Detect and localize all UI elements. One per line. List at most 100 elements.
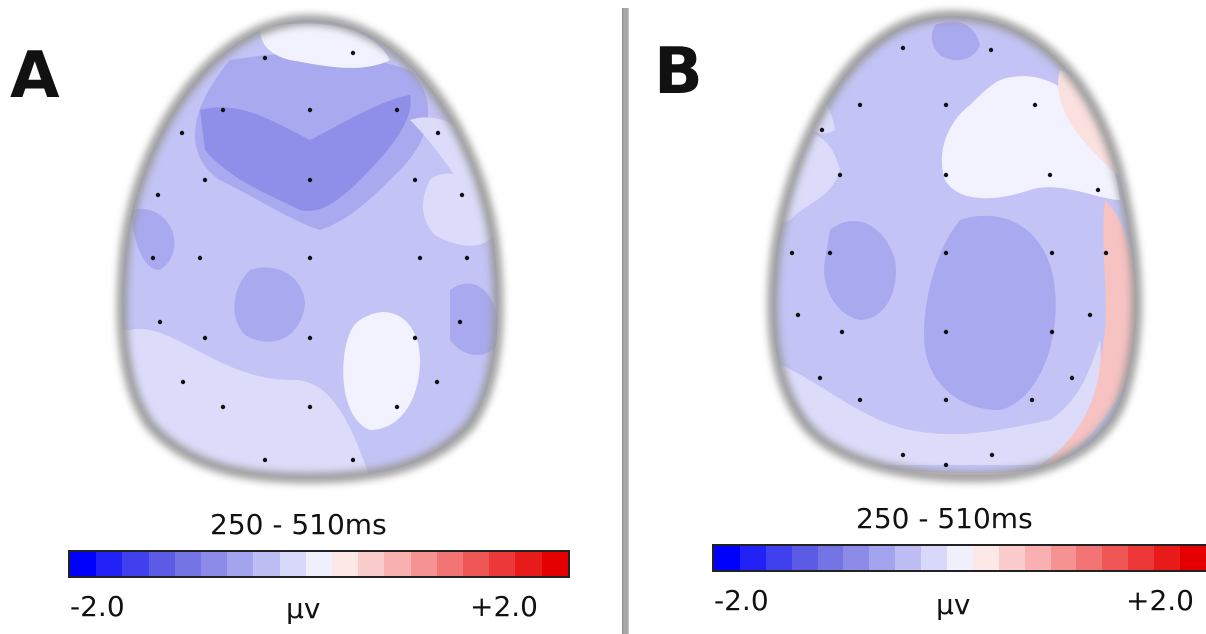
electrode-dot	[155, 192, 161, 198]
electrode-dot	[157, 319, 163, 325]
electrode-dot	[179, 130, 185, 136]
color-scale-step	[70, 552, 97, 576]
map-level-dark	[234, 267, 305, 342]
time-window-label: 250 - 510ms	[856, 502, 1033, 535]
map-level-mid	[130, 208, 175, 270]
electrode-dot	[1103, 250, 1109, 256]
electrode-dot	[789, 250, 795, 256]
color-scale-step	[174, 552, 202, 576]
scalp-topography-map	[767, 10, 1142, 482]
electrode-dot	[1049, 250, 1055, 256]
color-scale-step	[843, 546, 870, 570]
color-scale-step	[1102, 546, 1129, 570]
electrode-dot	[459, 192, 465, 198]
electrode-dot	[795, 312, 801, 318]
topomap-panel-b: B	[632, 0, 1206, 634]
electrode-dot	[900, 45, 906, 51]
panel-letter: A	[10, 39, 60, 113]
color-scale-step	[332, 552, 359, 576]
electrode-dot	[1069, 375, 1075, 381]
color-scale-step	[148, 552, 175, 576]
scale-max-label: +2.0	[470, 590, 538, 623]
map-level-dark	[200, 95, 411, 211]
color-scale-step	[765, 546, 792, 570]
color-scale-step	[895, 546, 922, 570]
electrode-dot	[817, 375, 823, 381]
electrode-dot	[943, 172, 949, 178]
electrode-dot	[434, 379, 440, 385]
electrode-dot	[307, 404, 313, 410]
electrode-dot	[839, 329, 845, 335]
electrode-dot	[943, 462, 949, 468]
color-scale-step	[1180, 546, 1206, 570]
color-scale-step	[227, 552, 254, 576]
color-scale-step	[869, 546, 896, 570]
scalp-topography-map	[116, 14, 504, 484]
electrode-dot	[1049, 329, 1055, 335]
electrode-dot	[857, 397, 863, 403]
electrode-dot	[262, 55, 268, 61]
color-scale-step	[1076, 546, 1103, 570]
electrode-dot	[900, 452, 906, 458]
time-window-label: 250 - 510ms	[210, 508, 387, 541]
color-scale-step	[489, 552, 516, 576]
color-scale-step	[515, 552, 542, 576]
color-scale-step	[1024, 546, 1051, 570]
electrode-dot	[412, 177, 418, 183]
electrode-dot	[827, 250, 833, 256]
color-scale-step	[817, 546, 844, 570]
color-scale-step	[714, 546, 740, 570]
electrode-dot	[435, 130, 441, 136]
scale-min-label: -2.0	[70, 590, 125, 623]
scale-min-label: -2.0	[714, 584, 769, 617]
color-scale-bar	[712, 544, 1206, 572]
electrode-dot	[1032, 102, 1038, 108]
color-scale-step	[1128, 546, 1155, 570]
electrode-dot	[988, 47, 994, 53]
map-level-mid	[924, 215, 1056, 410]
panel-divider	[622, 8, 629, 634]
electrode-dot	[307, 255, 313, 261]
electrode-dot	[417, 255, 423, 261]
color-scale-step	[358, 552, 385, 576]
color-scale-step	[436, 552, 464, 576]
electrode-dot	[1095, 187, 1101, 193]
color-scale-step	[541, 552, 568, 576]
color-scale-step	[384, 552, 411, 576]
map-level-mid	[824, 221, 896, 320]
electrode-dot	[197, 255, 203, 261]
map-level-pale	[121, 328, 370, 478]
scale-max-label: +2.0	[1126, 584, 1194, 617]
electrode-dot	[350, 457, 356, 463]
electrode-dot	[412, 335, 418, 341]
color-scale-step	[305, 552, 333, 576]
electrode-dot	[307, 177, 313, 183]
color-scale-step	[791, 546, 818, 570]
head-outline	[116, 14, 504, 484]
scale-unit-label: μv	[936, 588, 971, 621]
electrode-dot	[857, 102, 863, 108]
color-scale-step	[739, 546, 766, 570]
electrode-dot	[464, 255, 470, 261]
color-scale-step	[1050, 546, 1077, 570]
color-scale-step	[253, 552, 280, 576]
electrode-dot	[350, 50, 356, 56]
electrode-dot	[262, 457, 268, 463]
electrode-dot	[837, 172, 843, 178]
electrode-dots	[150, 50, 470, 463]
electrode-dot	[180, 379, 186, 385]
color-scale-step	[1154, 546, 1181, 570]
electrode-dot	[202, 335, 208, 341]
electrode-dot	[220, 404, 226, 410]
map-level-pale	[772, 340, 1101, 465]
color-scale-step	[947, 546, 973, 570]
color-scale-step	[122, 552, 149, 576]
head-outline	[767, 10, 1142, 482]
color-scale-step	[279, 552, 306, 576]
electrode-dot	[307, 107, 313, 113]
panel-letter: B	[654, 35, 703, 109]
color-scale-step	[921, 546, 948, 570]
electrode-dot	[457, 319, 463, 325]
color-scale-step	[998, 546, 1025, 570]
color-scale-step	[410, 552, 437, 576]
